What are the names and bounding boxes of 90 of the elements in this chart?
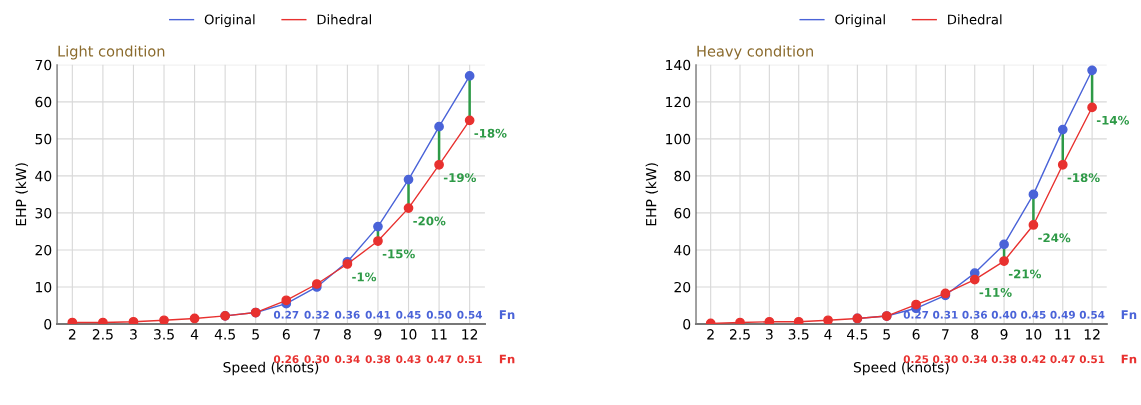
x-tick-label: 3 [130,329,137,340]
text: Fn [499,310,515,319]
legend-label: Original [204,14,255,28]
x-tick-label: 6 [282,329,290,340]
x-tick-label: 9 [1000,329,1008,340]
y-axis-title: EHP (kW) [15,163,28,226]
y-tick-label: 30 [35,207,52,219]
x-tick-label: 7 [942,329,949,340]
text: 0.42 [1021,355,1046,364]
x-tick-label: 4.5 [214,329,235,340]
annotation: 0.36 [335,310,360,319]
annotation: -18% [1067,173,1100,183]
annotation: -19% [443,173,477,183]
legend-label: Original [835,14,885,28]
annotation: 0.36 [962,310,988,319]
annotation: -15% [382,249,415,259]
text: 0.38 [991,355,1017,364]
x-tick-label: 9 [374,329,382,340]
annotation: -21% [1008,269,1042,279]
y-tick-label: 60 [35,96,52,108]
chart-title: Heavy condition [697,45,813,60]
x-tick-label: 3 [766,329,773,340]
y-tick-label: 0 [683,318,691,330]
chart-title: Light condition [58,45,165,60]
y-tick-label: 10 [36,281,52,293]
x-tick-label: 12 [1084,329,1100,340]
annotation: 0.45 [396,310,421,319]
y-tick-label: 20 [35,244,52,256]
x-tick-label: 2.5 [729,329,750,340]
x-tick-label: 8 [971,329,979,340]
text: Fn [1121,310,1137,319]
annotation: 0.27 [903,310,929,319]
y-tick-label: 70 [35,59,52,71]
annotation: 0.27 [273,310,299,319]
x-tick-label: 4 [824,329,832,340]
annotation: -11% [979,287,1012,297]
annotation: 0.49 [1050,310,1075,319]
x-tick-label: 4 [190,329,199,340]
x-tick-label: 5 [252,329,259,340]
annotation: 0.45 [1021,310,1046,319]
annotation: 0.32 [304,310,329,319]
text: Fn [499,354,515,364]
y-tick-label: 40 [674,244,691,256]
annotation: 0.41 [365,310,391,319]
x-tick-label: 3.5 [154,329,174,340]
x-tick-label: 2 [68,329,76,340]
text: 0.34 [335,355,360,364]
y-tick-label: 120 [666,96,691,108]
text: 0.34 [962,355,988,364]
y-axis-title: EHP (kW) [645,163,659,226]
legend-label: Dihedral [317,14,371,25]
text: 0.47 [426,355,452,364]
annotation: -20% [413,216,446,226]
text: 0.38 [365,355,391,364]
x-tick-label: 3.5 [788,329,809,340]
y-tick-label: 40 [35,170,52,182]
annotation: 0.31 [933,310,958,319]
annotation: -1% [352,272,377,282]
x-tick-label: 10 [1026,329,1042,340]
y-tick-label: 100 [666,133,691,145]
x-tick-label: 2 [707,329,714,340]
y-tick-label: 50 [35,133,52,145]
text: 0.51 [457,355,482,364]
y-tick-label: 80 [674,170,691,182]
x-tick-label: 6 [912,329,920,340]
x-tick-label: 5 [883,329,890,340]
legend-label: Dihedral [948,14,1002,25]
y-tick-label: 20 [674,281,691,293]
x-tick-label: 7 [313,329,321,340]
x-tick-label: 8 [343,329,351,340]
x-tick-label: 4.5 [847,329,868,340]
x-tick-label: 2.5 [92,329,113,340]
y-tick-label: 0 [44,318,52,330]
y-tick-label: 60 [674,207,691,219]
text: 0.51 [1079,355,1105,364]
annotation: 0.54 [1079,310,1105,319]
x-tick-label: 10 [401,329,417,340]
annotation: -14% [1096,115,1130,125]
text: Fn [1121,354,1137,364]
annotation: -24% [1038,233,1071,243]
annotation: 0.54 [457,310,483,319]
annotation: -18% [474,128,507,138]
x-tick-label: 11 [431,329,447,340]
x-tick-label: 11 [1055,329,1071,340]
annotation: 0.40 [991,310,1017,319]
y-tick-label: 140 [666,59,691,71]
annotation: 0.50 [426,310,452,319]
text: 0.43 [396,355,421,364]
text: 0.47 [1050,355,1075,364]
x-tick-label: 12 [462,329,478,340]
